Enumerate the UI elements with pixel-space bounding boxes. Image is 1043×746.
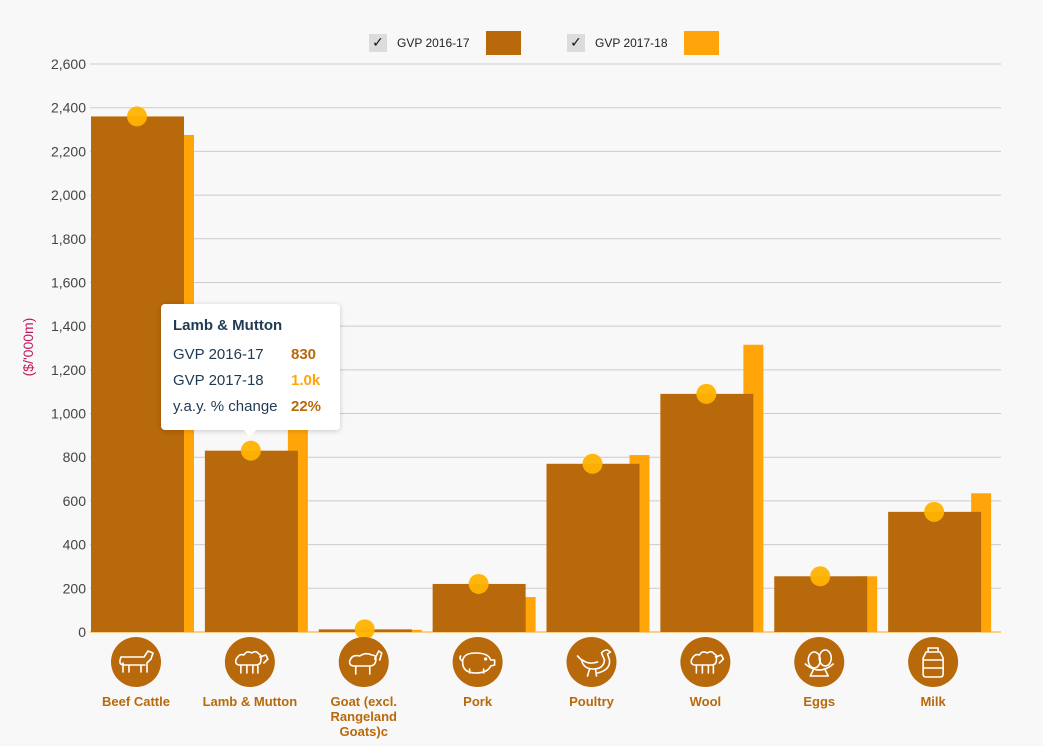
y-tick-label: 1,800 xyxy=(51,231,86,247)
x-tick-label: Beef Cattle xyxy=(102,694,170,709)
value-marker xyxy=(468,573,489,594)
tooltip-title: Lamb & Mutton xyxy=(173,317,283,334)
icon-stroke xyxy=(234,650,269,674)
icon-stroke xyxy=(807,651,822,669)
chicken-icon xyxy=(566,637,617,687)
x-tick-label-line: Lamb & Mutton xyxy=(203,694,298,709)
y-tick-label: 1,200 xyxy=(51,362,86,378)
x-tick-label-line: Pork xyxy=(463,694,493,709)
x-tick-label: Goat (excl. Rangeland Goats)c xyxy=(331,694,398,739)
y-tick-label: 200 xyxy=(63,580,87,596)
bar-gvp-2016-17 xyxy=(888,511,982,632)
x-tick-label-line: Milk xyxy=(920,694,946,709)
tooltip-row-label: GVP 2016-17 xyxy=(173,345,264,363)
legend-item-gvp-2017-18[interactable]: ✓ GVP 2017-18 xyxy=(567,30,719,56)
sheep-icon xyxy=(680,637,731,687)
y-tick-label: 1,600 xyxy=(51,274,86,290)
icon-circle xyxy=(680,637,731,687)
tooltip-row-value: 1.0k xyxy=(291,371,321,389)
icon-stroke xyxy=(484,657,488,661)
y-axis-label: ($/'000m) xyxy=(20,317,36,377)
icon-circle xyxy=(338,637,389,687)
checkbox-icon[interactable]: ✓ xyxy=(567,34,585,52)
tooltip-row: y.a.y. % change 22% xyxy=(173,393,328,419)
icon-circle xyxy=(908,637,959,687)
icon-stroke xyxy=(348,650,383,675)
x-tick-label-line: Poultry xyxy=(569,694,615,709)
value-marker xyxy=(582,453,603,474)
x-tick-label: Wool xyxy=(690,694,722,709)
x-tick-label: Milk xyxy=(920,694,946,709)
legend-swatch xyxy=(683,31,719,55)
bar-gvp-2016-17 xyxy=(546,463,640,632)
icon-stroke xyxy=(804,663,835,677)
goat-icon xyxy=(338,637,389,687)
icon-stroke xyxy=(690,650,725,674)
icon-stroke xyxy=(119,650,154,673)
legend-label: GVP 2016-17 xyxy=(397,36,470,50)
icon-circle xyxy=(111,637,161,687)
y-tick-label: 2,200 xyxy=(51,143,86,159)
x-tick-label-line: Eggs xyxy=(803,694,835,709)
y-tick-label: 400 xyxy=(63,537,87,553)
tooltip-row-label: GVP 2017-18 xyxy=(173,371,264,389)
y-tick-label: 2,000 xyxy=(51,187,86,203)
y-tick-label: 2,400 xyxy=(51,100,86,116)
value-marker xyxy=(240,440,261,461)
x-tick-label: Poultry xyxy=(569,694,615,709)
tooltip-row-value: 22% xyxy=(291,397,322,415)
x-tick-label-line: Goat (excl. xyxy=(331,694,397,709)
cow-icon xyxy=(111,637,161,687)
x-tick-label-line: Beef Cattle xyxy=(102,694,170,709)
tooltip: Lamb & Mutton GVP 2016-17 830 GVP 2017-1… xyxy=(161,304,340,437)
tooltip-row: GVP 2017-18 1.0k xyxy=(173,367,328,393)
x-tick-label-line: Wool xyxy=(690,694,722,709)
legend-label: GVP 2017-18 xyxy=(595,36,668,50)
tooltip-row-value: 830 xyxy=(291,345,317,363)
x-tick-label: Pork xyxy=(463,694,493,709)
icon-stroke xyxy=(922,647,944,678)
checkbox-icon[interactable]: ✓ xyxy=(369,34,387,52)
y-tick-label: 2,600 xyxy=(51,56,86,72)
value-marker xyxy=(810,566,831,587)
icon-stroke xyxy=(818,649,833,667)
icon-circle xyxy=(452,637,503,687)
sheep-icon xyxy=(224,637,275,687)
y-tick-label: 600 xyxy=(63,493,87,509)
y-tick-label: 0 xyxy=(78,624,86,640)
legend-swatch xyxy=(485,31,521,55)
icon-circle xyxy=(566,637,617,687)
bar-gvp-2016-17 xyxy=(204,450,298,632)
icon-stroke xyxy=(576,649,612,677)
value-marker xyxy=(127,106,147,127)
y-tick-label: 1,000 xyxy=(51,406,86,422)
icon-circle xyxy=(224,637,275,687)
x-tick-label-line: Goats)c xyxy=(340,724,388,739)
bar-gvp-2016-17 xyxy=(660,393,754,632)
tooltip-row-label: y.a.y. % change xyxy=(173,397,278,415)
y-tick-label: 800 xyxy=(63,449,87,465)
milk-can-icon xyxy=(908,637,959,687)
tooltip-row: GVP 2016-17 830 xyxy=(173,341,328,367)
value-marker xyxy=(696,383,717,404)
y-tick-label: 1,400 xyxy=(51,318,86,334)
legend-item-gvp-2016-17[interactable]: ✓ GVP 2016-17 xyxy=(369,30,521,56)
x-tick-label: Eggs xyxy=(803,694,835,709)
value-marker xyxy=(924,501,945,522)
x-tick-label: Lamb & Mutton xyxy=(203,694,298,709)
value-marker xyxy=(354,619,375,640)
x-tick-label-line: Rangeland xyxy=(331,709,398,724)
eggs-icon xyxy=(794,637,845,687)
pig-icon xyxy=(452,637,503,687)
legend: ✓ GVP 2016-17 ✓ GVP 2017-18 xyxy=(0,30,1043,56)
icon-stroke xyxy=(459,652,496,674)
